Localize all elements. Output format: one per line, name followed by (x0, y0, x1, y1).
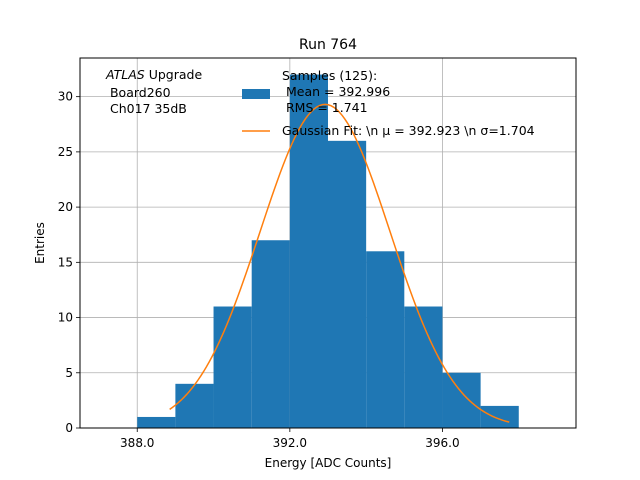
upgrade-label: Upgrade (145, 67, 203, 82)
y-tick-label: 20 (58, 200, 73, 214)
atlas-label: ATLAS (105, 67, 145, 82)
gaussian-fit-curve (169, 103, 510, 423)
legend: Samples (125): Mean = 392.996 RMS = 1.74… (242, 68, 535, 138)
plot-frame (79, 57, 577, 429)
legend-samples-mean: Mean = 392.996 (282, 84, 390, 99)
chart-title: Run 764 (299, 37, 357, 53)
y-tick-label: 0 (65, 421, 73, 435)
legend-samples-rms: RMS = 1.741 (282, 100, 368, 115)
histogram-bar (328, 140, 367, 428)
channel-label: Ch017 35dB (106, 101, 187, 116)
board-label: Board260 (106, 85, 171, 100)
legend-fit-label: Gaussian Fit: \n μ = 392.923 \n σ=1.704 (282, 123, 535, 138)
y-tick-label: 25 (58, 145, 73, 159)
histogram-bar (442, 372, 481, 428)
atlas-annotation: ATLAS Upgrade (105, 67, 202, 82)
y-axis-label: Entries (33, 222, 47, 264)
y-tick-label: 15 (58, 255, 73, 269)
y-tick-label: 10 (58, 311, 73, 325)
legend-samples-title: Samples (125): (282, 68, 377, 83)
histogram-bar (175, 383, 214, 428)
x-tick-label: 388.0 (120, 436, 154, 450)
histogram-bar (251, 240, 290, 428)
x-tick-label: 392.0 (273, 436, 307, 450)
x-tick-label: 396.0 (425, 436, 459, 450)
histogram-bar (213, 306, 252, 428)
histogram-bar (366, 251, 405, 428)
histogram-bars (137, 74, 519, 428)
y-tick-label: 30 (58, 90, 73, 104)
histogram-bar (480, 405, 519, 428)
axis-ticks: 388.0 392.0 396.0 0 5 10 15 20 25 30 (58, 90, 460, 450)
y-tick-label: 5 (65, 366, 73, 380)
histogram-bar (137, 416, 176, 428)
x-axis-label: Energy [ADC Counts] (265, 456, 392, 470)
legend-samples-swatch (242, 89, 270, 99)
